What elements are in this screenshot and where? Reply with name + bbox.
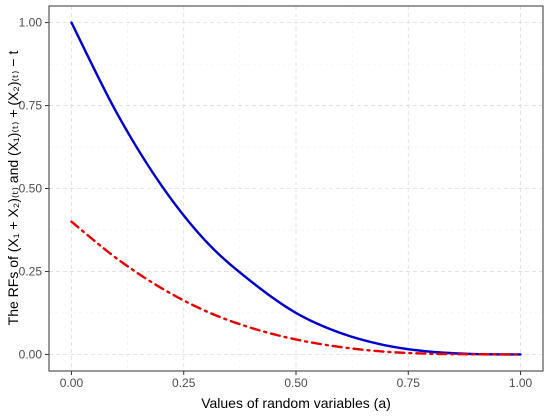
x-tick-label: 0.25 [172, 376, 196, 390]
grid [49, 6, 543, 371]
y-tick-label: 0.00 [19, 347, 43, 361]
axis-ticks: 0.00 0.25 0.50 0.75 1.00 0.00 0.25 0.50 0.75 1.00 [19, 16, 533, 390]
y-tick-label: 0.75 [19, 99, 43, 113]
series-line-1 [70, 21, 522, 356]
y-axis-title: The RFs of (X₁ + X₂)₍ₜ₎ and (X₁)₍ₜ₎ + (X… [5, 51, 21, 326]
x-tick-label: 0.50 [284, 376, 308, 390]
series-layer [70, 21, 522, 356]
y-tick-label: 0.25 [19, 264, 43, 278]
x-axis-title: Values of random variables (a) [201, 395, 391, 411]
y-tick-label: 1.00 [19, 16, 43, 30]
x-tick-label: 1.00 [509, 376, 533, 390]
x-tick-label: 0.75 [397, 376, 421, 390]
x-tick-label: 0.00 [60, 376, 84, 390]
series-line-2 [70, 220, 522, 356]
y-tick-label: 0.50 [19, 182, 43, 196]
